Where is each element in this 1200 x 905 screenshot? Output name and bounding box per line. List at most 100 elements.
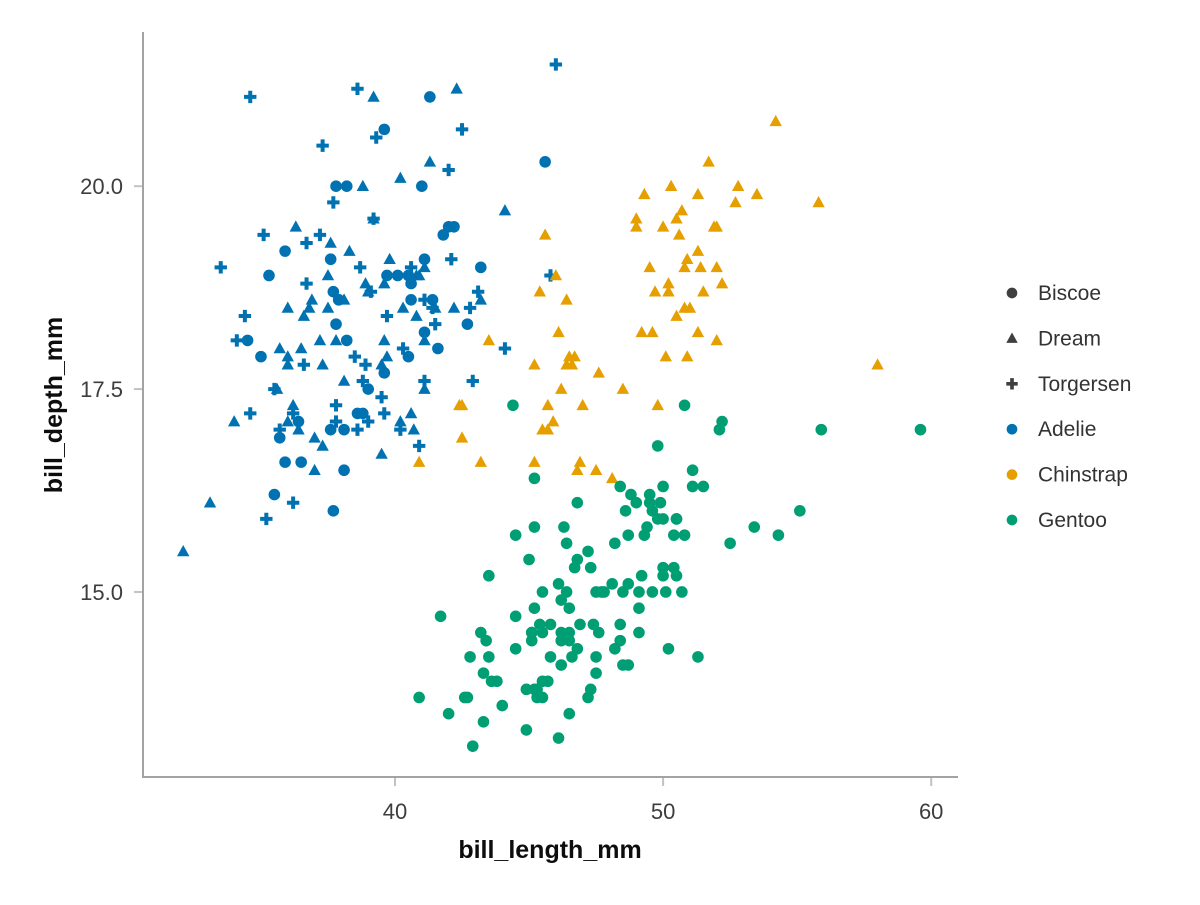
data-point — [418, 253, 431, 266]
data-point — [434, 610, 447, 623]
data-point — [670, 309, 683, 321]
data-point — [592, 366, 605, 378]
data-point — [571, 553, 584, 566]
data-point — [710, 260, 723, 273]
data-point — [643, 260, 656, 273]
data-point — [643, 488, 656, 501]
data-point — [305, 293, 319, 305]
data-point — [812, 196, 825, 208]
data-point — [455, 398, 469, 411]
data-point — [378, 277, 391, 289]
data-point — [308, 431, 321, 443]
data-point — [281, 358, 294, 370]
data-point — [498, 204, 512, 216]
data-point — [528, 358, 541, 370]
data-point — [279, 456, 291, 468]
data-point — [361, 415, 375, 428]
data-point — [308, 463, 321, 476]
data-point — [383, 252, 396, 265]
data-point — [676, 586, 688, 598]
data-point — [731, 179, 745, 191]
data-point — [480, 634, 492, 647]
data-point — [748, 521, 761, 533]
data-point — [576, 398, 589, 411]
data-point — [662, 277, 675, 289]
y-tick-label: 20.0 — [80, 174, 123, 199]
legend-label: Biscoe — [1038, 282, 1101, 305]
data-point — [582, 545, 594, 558]
data-point — [622, 529, 635, 541]
data-point — [255, 350, 267, 363]
data-point — [378, 123, 391, 136]
data-point — [536, 586, 549, 598]
data-point — [324, 253, 337, 266]
data-point — [606, 578, 618, 590]
data-point — [418, 260, 431, 273]
data-point — [672, 228, 686, 240]
data-point — [340, 180, 353, 192]
data-point — [281, 415, 294, 427]
data-point — [697, 285, 710, 297]
data-point — [633, 586, 645, 598]
data-point — [413, 691, 425, 704]
data-point — [407, 423, 420, 435]
data-point — [614, 634, 627, 647]
data-point — [238, 309, 252, 323]
data-point — [477, 716, 490, 728]
series-adelie-biscoe — [241, 91, 551, 517]
data-point — [429, 317, 442, 331]
data-point — [646, 325, 659, 338]
data-point — [552, 578, 565, 590]
data-point — [418, 293, 431, 307]
data-point — [544, 269, 557, 282]
data-point — [509, 610, 522, 623]
legend-label: Chinstrap — [1038, 464, 1128, 487]
data-point — [338, 464, 350, 477]
data-point — [279, 245, 291, 257]
data-point — [482, 333, 496, 346]
data-point — [635, 325, 648, 338]
data-point — [496, 699, 509, 712]
data-point — [418, 382, 431, 394]
data-point — [520, 724, 533, 736]
data-point — [686, 464, 699, 477]
data-point — [455, 431, 469, 443]
data-point — [367, 90, 380, 102]
data-point — [294, 342, 308, 354]
data-point — [509, 529, 522, 541]
data-point — [324, 423, 337, 436]
data-point — [520, 683, 533, 696]
data-point — [528, 683, 541, 696]
data-point — [549, 58, 563, 71]
data-point — [568, 350, 581, 362]
data-point — [442, 163, 455, 177]
data-point — [448, 220, 460, 233]
data-points-layer — [177, 58, 927, 752]
data-point — [625, 488, 637, 501]
data-point — [544, 618, 557, 631]
series-adelie-torgersen — [214, 58, 563, 526]
data-point — [571, 463, 584, 476]
data-point — [471, 285, 485, 298]
data-point — [555, 626, 568, 639]
legend: Biscoe Dream Torgersen Adelie Chinstrap Gento… — [1006, 282, 1131, 532]
data-point — [630, 220, 643, 232]
data-point — [396, 342, 410, 355]
data-point — [587, 618, 600, 631]
data-point — [477, 667, 490, 679]
data-point — [563, 602, 576, 614]
y-tick-label: 17.5 — [80, 377, 123, 402]
data-point — [657, 561, 669, 574]
legend-label: Dream — [1038, 327, 1101, 350]
data-point — [651, 398, 664, 411]
data-point — [263, 269, 275, 282]
data-point — [555, 659, 568, 671]
data-point — [659, 586, 672, 598]
y-axis-title: bill_depth_mm — [40, 317, 68, 493]
data-point — [316, 439, 329, 451]
data-point — [353, 261, 367, 274]
data-point — [321, 301, 335, 313]
data-point — [410, 269, 423, 281]
data-point — [380, 309, 394, 323]
